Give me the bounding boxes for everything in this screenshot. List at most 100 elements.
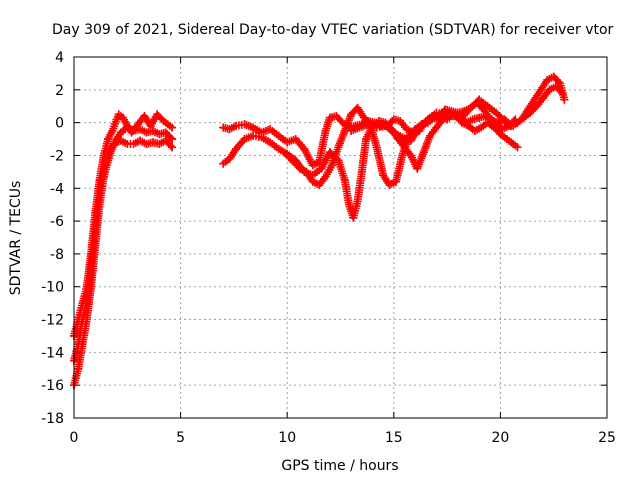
data-point bbox=[168, 123, 177, 132]
data-point bbox=[364, 120, 373, 129]
data-point bbox=[266, 138, 275, 147]
x-axis-label: GPS time / hours bbox=[281, 458, 398, 474]
data-point bbox=[406, 136, 415, 145]
data-point bbox=[466, 103, 475, 112]
data-point bbox=[449, 112, 458, 121]
data-point bbox=[359, 113, 368, 122]
data-point bbox=[432, 108, 441, 117]
data-point bbox=[225, 154, 234, 163]
data-point bbox=[362, 135, 371, 144]
data-point bbox=[357, 167, 366, 176]
data-point bbox=[524, 105, 533, 114]
y-tick-label: 2 bbox=[55, 83, 64, 99]
data-point bbox=[327, 161, 336, 170]
data-point bbox=[468, 115, 477, 124]
y-tick-label: 4 bbox=[55, 50, 64, 66]
data-point bbox=[161, 128, 170, 137]
data-point bbox=[140, 112, 149, 121]
data-point bbox=[385, 180, 394, 189]
data-point bbox=[332, 112, 341, 121]
data-point bbox=[317, 164, 326, 173]
data-point bbox=[291, 135, 300, 144]
data-point bbox=[349, 213, 358, 222]
data-point bbox=[391, 177, 400, 186]
data-point bbox=[353, 197, 362, 206]
data-point bbox=[494, 118, 503, 127]
data-marks bbox=[70, 72, 569, 390]
data-point bbox=[462, 118, 471, 127]
data-point bbox=[536, 85, 545, 94]
data-point bbox=[95, 176, 104, 185]
x-tick-label: 0 bbox=[70, 430, 79, 446]
y-tick-label: -2 bbox=[50, 148, 64, 164]
data-point bbox=[78, 299, 87, 308]
data-point bbox=[509, 139, 518, 148]
data-point bbox=[114, 110, 123, 119]
data-point bbox=[426, 131, 435, 140]
data-point bbox=[155, 139, 164, 148]
data-point bbox=[353, 103, 362, 112]
data-point bbox=[136, 136, 145, 145]
data-point bbox=[560, 95, 569, 104]
data-point bbox=[513, 143, 522, 152]
data-point bbox=[402, 125, 411, 134]
data-point bbox=[543, 75, 552, 84]
data-point bbox=[432, 123, 441, 132]
data-point bbox=[539, 94, 548, 103]
data-point bbox=[219, 123, 228, 132]
data-point bbox=[355, 123, 364, 132]
series-track-1 bbox=[70, 123, 177, 390]
data-point bbox=[308, 161, 317, 170]
data-point bbox=[502, 135, 511, 144]
y-tick-label: -14 bbox=[41, 345, 64, 361]
data-point bbox=[146, 121, 155, 130]
y-tick-label: -16 bbox=[41, 378, 64, 394]
data-point bbox=[112, 115, 121, 124]
y-tick-label: 0 bbox=[55, 116, 64, 132]
data-point bbox=[545, 85, 554, 94]
data-point bbox=[168, 135, 177, 144]
data-point bbox=[87, 249, 96, 258]
data-point bbox=[232, 121, 241, 130]
data-point bbox=[483, 102, 492, 111]
data-point bbox=[91, 208, 100, 217]
data-point bbox=[556, 79, 565, 88]
data-point bbox=[74, 315, 83, 324]
data-point bbox=[155, 130, 164, 139]
data-point bbox=[470, 126, 479, 135]
data-point bbox=[458, 113, 467, 122]
x-tick-labels: 0 5 10 15 20 25 bbox=[70, 430, 616, 446]
data-point bbox=[74, 340, 83, 349]
data-point bbox=[168, 143, 177, 152]
data-point bbox=[257, 133, 266, 142]
data-point bbox=[496, 130, 505, 139]
data-point bbox=[266, 125, 275, 134]
data-point bbox=[381, 121, 390, 130]
x-tick-label: 20 bbox=[491, 430, 509, 446]
plot-frame bbox=[73, 56, 608, 419]
data-point bbox=[398, 151, 407, 160]
y-tick-label: -4 bbox=[50, 181, 64, 197]
data-point bbox=[440, 110, 449, 119]
data-point bbox=[372, 123, 381, 132]
data-point bbox=[475, 95, 484, 104]
data-point bbox=[481, 112, 490, 121]
data-point bbox=[406, 151, 415, 160]
data-point bbox=[517, 115, 526, 124]
data-point bbox=[372, 143, 381, 152]
data-point bbox=[240, 135, 249, 144]
data-point bbox=[423, 115, 432, 124]
data-point bbox=[500, 116, 509, 125]
data-point bbox=[82, 282, 91, 291]
data-point bbox=[325, 148, 334, 157]
data-point bbox=[119, 113, 128, 122]
data-point bbox=[74, 364, 83, 373]
data-point bbox=[379, 171, 388, 180]
data-point bbox=[389, 115, 398, 124]
data-point bbox=[116, 136, 125, 145]
data-point bbox=[142, 128, 151, 137]
data-point bbox=[325, 113, 334, 122]
data-point bbox=[347, 126, 356, 135]
data-point bbox=[219, 159, 228, 168]
data-point bbox=[274, 144, 283, 153]
